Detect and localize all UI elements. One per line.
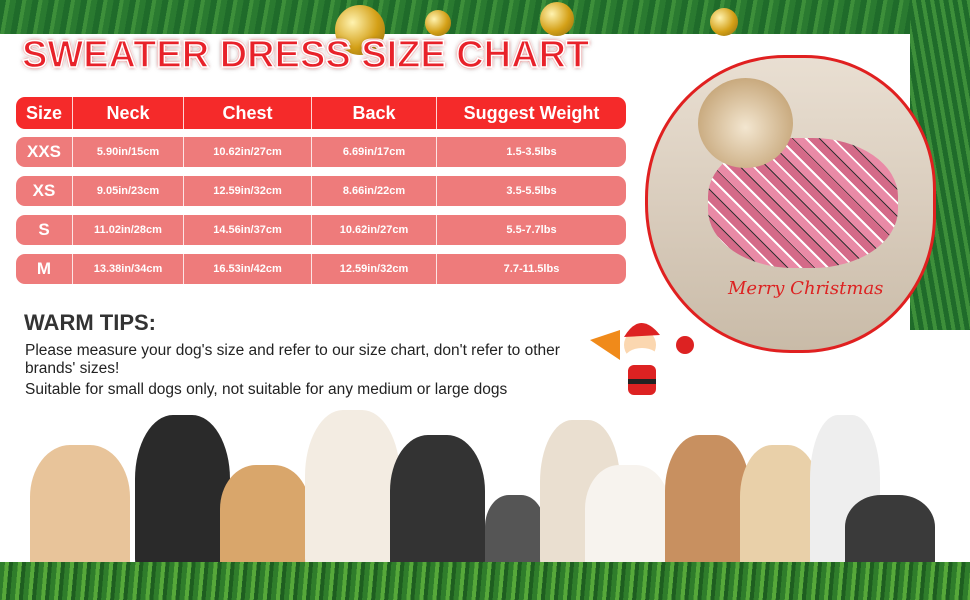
header-size: Size	[16, 97, 73, 129]
back-cell: 6.69in/17cm	[312, 137, 437, 167]
ornament	[425, 10, 451, 36]
chest-cell: 16.53in/42cm	[184, 254, 312, 284]
christmas-garland-top	[0, 0, 970, 34]
tip-measure: Please measure your dog's size and refer…	[25, 342, 560, 377]
chest-cell: 12.59in/32cm	[184, 176, 312, 206]
ornament	[335, 5, 385, 55]
size-cell: XS	[16, 176, 73, 206]
product-photo: Merry Christmas	[645, 55, 936, 353]
weight-cell: 5.5-7.7lbs	[506, 224, 557, 236]
weight-cell: 3.5-5.5lbs	[506, 185, 557, 197]
ornament	[710, 8, 738, 36]
table-row: XXS 5.90in/15cm 10.62in/27cm 6.69in/17cm…	[16, 137, 626, 167]
weight-cell: 7.7-11.5lbs	[503, 263, 560, 275]
chest-cell: 14.56in/37cm	[184, 215, 312, 245]
santa-megaphone-icon	[590, 322, 694, 395]
neck-cell: 13.38in/34cm	[73, 254, 184, 284]
table-row: XS 9.05in/23cm 12.59in/32cm 8.66in/22cm …	[16, 176, 626, 206]
tip-small-dogs: Suitable for small dogs only, not suitab…	[25, 381, 508, 398]
christmas-garland-bottom	[0, 562, 970, 600]
table-header-row: Size Neck Chest Back Suggest Weight	[16, 97, 626, 129]
back-cell: 12.59in/32cm	[312, 254, 437, 284]
header-neck: Neck	[73, 97, 184, 129]
table-row: M 13.38in/34cm 16.53in/42cm 12.59in/32cm…	[16, 254, 626, 284]
header-weight: Suggest Weight	[463, 102, 600, 123]
back-cell: 8.66in/22cm	[312, 176, 437, 206]
weight-cell: 1.5-3.5lbs	[506, 146, 557, 158]
table-row: S 11.02in/28cm 14.56in/37cm 10.62in/27cm…	[16, 215, 626, 245]
ornament	[540, 2, 574, 36]
merry-christmas-caption: Merry Christmas	[728, 278, 884, 299]
back-cell: 10.62in/27cm	[312, 215, 437, 245]
dog-head	[698, 78, 793, 168]
warm-tips-title: WARM TIPS:	[24, 310, 156, 335]
header-back: Back	[312, 97, 437, 129]
neck-cell: 11.02in/28cm	[73, 215, 184, 245]
page-title: SWEATER DRESS SIZE CHART	[21, 33, 590, 77]
neck-cell: 5.90in/15cm	[73, 137, 184, 167]
neck-cell: 9.05in/23cm	[73, 176, 184, 206]
chihuahua-group-photo	[30, 405, 960, 575]
size-cell: S	[16, 215, 73, 245]
header-chest: Chest	[184, 97, 312, 129]
size-cell: M	[16, 254, 73, 284]
chest-cell: 10.62in/27cm	[184, 137, 312, 167]
size-cell: XXS	[16, 137, 73, 167]
